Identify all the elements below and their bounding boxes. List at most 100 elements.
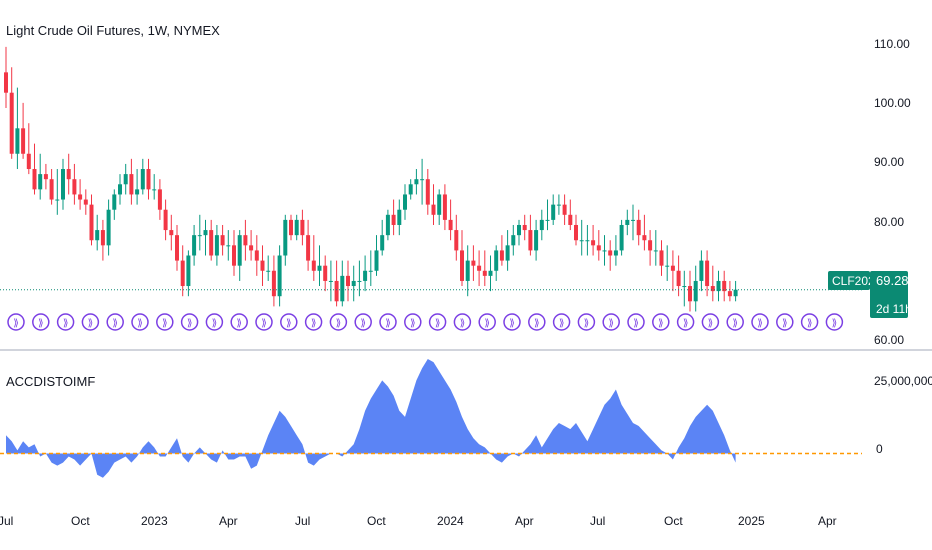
event-icon[interactable]	[453, 313, 472, 331]
candle-body	[562, 204, 567, 215]
candle-body	[699, 260, 704, 281]
candle-body	[226, 245, 231, 247]
candle-body	[214, 235, 219, 256]
event-icon[interactable]	[180, 313, 199, 331]
candle-body	[180, 260, 185, 287]
event-icon[interactable]	[552, 313, 571, 331]
candle-body	[4, 72, 8, 93]
candle-body	[78, 194, 83, 200]
candle-body	[670, 265, 675, 271]
event-icon[interactable]	[106, 313, 124, 331]
candle-body	[579, 240, 584, 242]
event-icon[interactable]	[503, 313, 521, 331]
event-icon[interactable]	[627, 313, 645, 331]
price-tick: 80.00	[874, 215, 904, 229]
event-icon[interactable]	[255, 313, 273, 331]
event-icon[interactable]	[800, 313, 819, 331]
event-icon[interactable]	[676, 313, 695, 331]
candle-body	[477, 265, 482, 271]
event-icon[interactable]	[230, 313, 248, 331]
candle-body	[340, 275, 345, 302]
event-icon[interactable]	[776, 313, 794, 331]
candle-body	[243, 235, 248, 246]
event-icon[interactable]	[404, 313, 422, 331]
candle-body	[368, 270, 373, 272]
time-tick: 2024	[437, 514, 464, 528]
event-icon-glyph: ⟫	[484, 318, 490, 329]
candle-body	[294, 219, 299, 236]
event-icon[interactable]	[32, 313, 50, 331]
candle-body	[574, 224, 578, 241]
event-icon[interactable]	[602, 313, 620, 331]
event-icon-glyph: ⟫	[460, 318, 466, 329]
candle-body	[192, 235, 197, 256]
event-icon[interactable]	[825, 313, 844, 331]
candle-body	[528, 230, 533, 251]
event-icon-glyph: ⟫	[187, 318, 193, 329]
candle-body	[249, 245, 254, 251]
candle-body	[289, 219, 293, 236]
event-icon[interactable]	[131, 313, 149, 331]
candle-body	[494, 250, 499, 271]
event-icon[interactable]	[280, 313, 298, 331]
candle-body	[408, 184, 413, 195]
event-icon[interactable]	[726, 313, 744, 331]
candle-body	[220, 235, 225, 246]
candle-body	[83, 199, 88, 205]
candle-body	[49, 179, 54, 200]
candle-body	[66, 169, 71, 180]
event-icon[interactable]	[751, 313, 769, 331]
event-icon-glyph: ⟫	[162, 318, 168, 329]
price-tick: 90.00	[874, 155, 904, 169]
event-icon[interactable]	[577, 313, 596, 331]
candle-body	[26, 153, 31, 170]
candle-body	[425, 179, 430, 205]
candle-body	[693, 280, 698, 302]
event-icon[interactable]	[379, 313, 397, 331]
event-icon-glyph: ⟫	[88, 318, 94, 329]
event-icon[interactable]	[428, 313, 447, 331]
event-icon[interactable]	[81, 313, 100, 331]
event-icon-glyph: ⟫	[509, 318, 515, 329]
event-icon[interactable]	[329, 313, 348, 331]
event-icon[interactable]	[354, 313, 372, 331]
event-icon[interactable]	[478, 313, 496, 331]
symbol-badge	[828, 271, 870, 290]
event-icon[interactable]	[56, 313, 75, 331]
candle-body	[38, 174, 43, 190]
candle-body	[112, 194, 117, 210]
candle-body	[140, 169, 145, 190]
candle-body	[636, 219, 641, 236]
candle-body	[414, 179, 419, 185]
candle-body	[505, 245, 510, 261]
candle-body	[163, 209, 168, 231]
event-icon[interactable]	[205, 313, 224, 331]
candle-body	[237, 235, 242, 266]
candle-body	[556, 204, 561, 206]
candle-body	[488, 270, 493, 276]
time-tick: Oct	[664, 514, 683, 528]
candle-body	[454, 230, 459, 251]
candle-body	[277, 255, 282, 297]
event-icon[interactable]	[652, 313, 670, 331]
time-axis: Jul Oct 2023 Apr Jul Oct 2024 Apr Jul Oc…	[0, 514, 837, 528]
event-icon[interactable]	[156, 313, 174, 331]
candle-body	[420, 179, 425, 181]
event-icon[interactable]	[701, 313, 720, 331]
candle-body	[608, 250, 613, 256]
chart-title: Light Crude Oil Futures, 1W, NYMEX	[6, 23, 220, 38]
candle-body	[631, 219, 635, 221]
candle-body	[482, 270, 487, 276]
event-icon-glyph: ⟫	[13, 318, 19, 329]
candle-body	[186, 255, 191, 287]
accdist-area	[6, 359, 736, 478]
candle-body	[89, 204, 94, 241]
event-icon[interactable]	[7, 313, 25, 331]
event-icon[interactable]	[528, 313, 546, 331]
event-icon[interactable]	[304, 313, 323, 331]
indicator-axis-tick: 25,000,000	[874, 374, 932, 388]
candle-body	[682, 286, 687, 288]
candle-body	[100, 230, 105, 246]
event-icon-glyph: ⟫	[112, 318, 118, 329]
event-icon-glyph: ⟫	[584, 318, 590, 329]
